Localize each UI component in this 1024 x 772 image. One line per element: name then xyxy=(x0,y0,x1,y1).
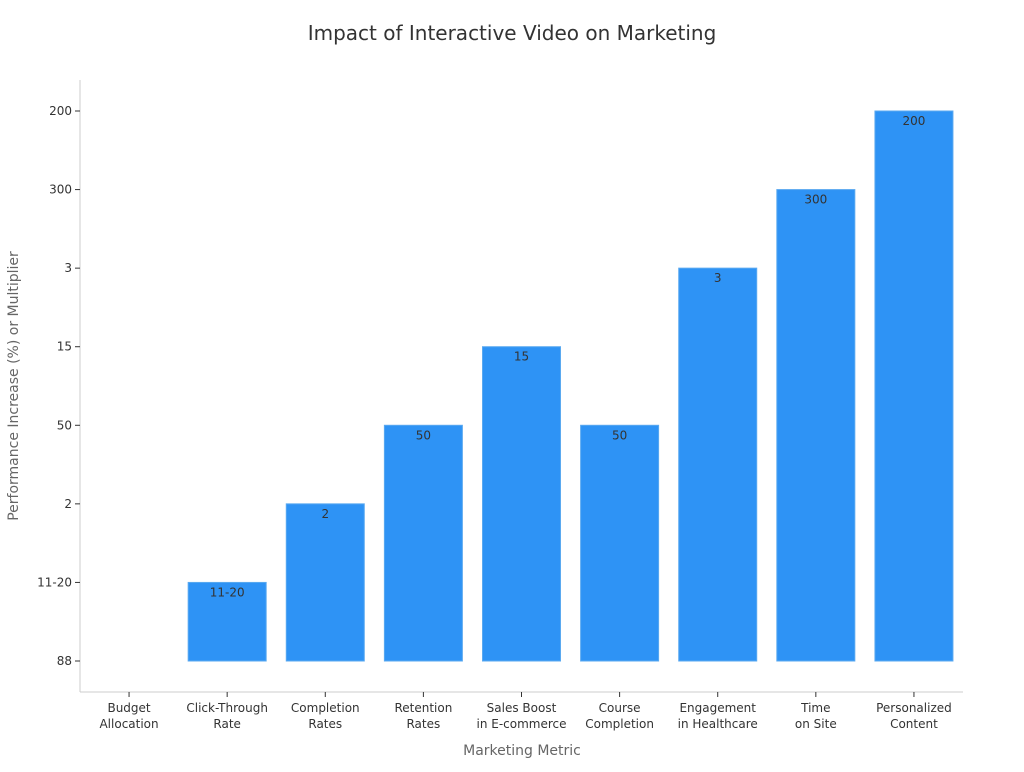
x-tick-label-line: Completion xyxy=(291,701,360,715)
x-tick-label-line: Sales Boost xyxy=(487,701,557,715)
bar-value-label: 50 xyxy=(612,428,627,442)
x-tick-label-line: Personalized xyxy=(876,701,952,715)
x-tick-label-line: Budget xyxy=(107,701,150,715)
x-tick-label: Budget Allocation xyxy=(99,701,158,731)
y-tick-label: 3 xyxy=(64,261,72,275)
x-tick-label: Click-Through Rate xyxy=(186,701,268,731)
data-labels: 11-20 2 50 15 50 3 300 200 xyxy=(210,114,926,599)
x-tick-label: Time on Site xyxy=(795,701,837,731)
x-tick-label-line: Rates xyxy=(406,717,440,731)
bar-value-label: 3 xyxy=(714,271,722,285)
x-axis-label: Marketing Metric xyxy=(463,743,581,759)
y-tick-label: 50 xyxy=(57,418,72,432)
x-tick-label: Personalized Content xyxy=(876,701,952,731)
x-tick-label-line: Course xyxy=(599,701,641,715)
x-tick-label-line: on Site xyxy=(795,717,837,731)
x-tick-label-line: Content xyxy=(890,717,938,731)
x-tick-label-line: in E-commerce xyxy=(476,717,566,731)
bar-value-label: 300 xyxy=(804,193,827,207)
bar-value-label: 15 xyxy=(514,350,529,364)
bar-value-label: 2 xyxy=(321,507,329,521)
x-tick-label: Course Completion xyxy=(585,701,654,731)
x-tick-label-line: Rates xyxy=(308,717,342,731)
bar-value-label: 50 xyxy=(416,428,431,442)
bar xyxy=(580,424,660,662)
x-tick-label-line: Retention xyxy=(394,701,452,715)
bar xyxy=(776,189,856,662)
x-tick-label: Retention Rates xyxy=(394,701,452,731)
bar xyxy=(874,110,954,662)
bars xyxy=(187,110,954,662)
x-tick-label-line: Rate xyxy=(213,717,241,731)
x-tick-label-line: in Healthcare xyxy=(678,717,758,731)
y-axis-label: Performance Increase (%) or Multiplier xyxy=(6,251,22,521)
y-tick-label: 200 xyxy=(49,104,72,118)
x-tick-label-line: Completion xyxy=(585,717,654,731)
bar-value-label: 11-20 xyxy=(210,585,245,599)
x-tick-label-line: Click-Through xyxy=(186,701,268,715)
x-tick-label: Sales Boost in E-commerce xyxy=(476,701,566,731)
x-tick-label-line: Allocation xyxy=(99,717,158,731)
bar xyxy=(482,346,561,662)
bar xyxy=(285,503,365,662)
y-tick-label: 2 xyxy=(64,497,72,511)
y-tick-label: 11-20 xyxy=(37,575,72,589)
chart-title: Impact of Interactive Video on Marketing xyxy=(308,21,717,45)
bar xyxy=(187,581,267,662)
y-tick-label: 88 xyxy=(57,654,72,668)
bar xyxy=(678,267,758,662)
x-tick-label: Completion Rates xyxy=(291,701,360,731)
x-tick-label: Engagement in Healthcare xyxy=(678,701,758,731)
x-tick-label-line: Engagement xyxy=(679,701,756,715)
bar xyxy=(383,424,463,662)
y-tick-label: 300 xyxy=(49,183,72,197)
axes: 88 11-20 2 50 15 3 300 200 Budget Allocation Click… xyxy=(37,80,963,731)
y-tick-label: 15 xyxy=(57,340,72,354)
x-tick-label-line: Time xyxy=(800,701,830,715)
bar-value-label: 200 xyxy=(902,114,925,128)
